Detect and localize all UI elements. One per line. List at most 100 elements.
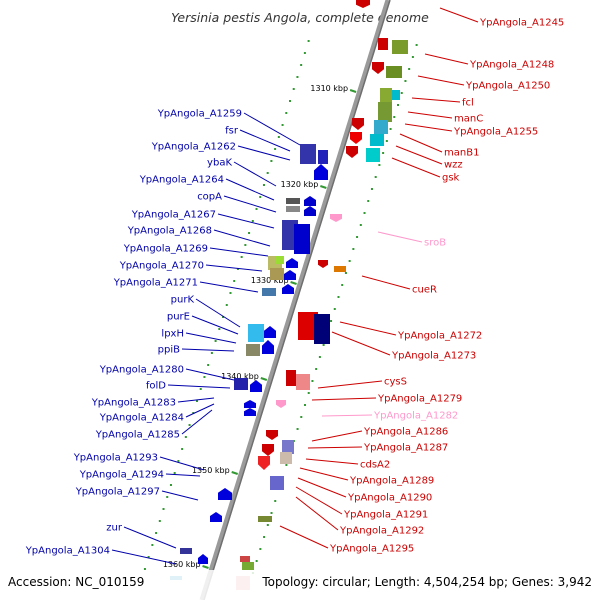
gene-label-ypangola-a1268[interactable]: YpAngola_A1268 bbox=[127, 226, 212, 237]
gene-label-ypangola-a1262[interactable]: YpAngola_A1262 bbox=[151, 142, 236, 153]
gene-arrow[interactable] bbox=[198, 554, 208, 564]
gene-label-ypangola-a1283[interactable]: YpAngola_A1283 bbox=[91, 398, 176, 409]
gene-box[interactable] bbox=[300, 144, 316, 164]
gene-label-fold[interactable]: folD bbox=[146, 381, 166, 392]
gene-label-pure[interactable]: purE bbox=[167, 312, 190, 323]
gene-arrow[interactable] bbox=[282, 284, 294, 294]
gene-arrow[interactable] bbox=[318, 260, 328, 268]
gene-box[interactable] bbox=[242, 562, 254, 570]
gene-label-ypangola-a1255[interactable]: YpAngola_A1255 bbox=[453, 127, 538, 138]
gene-label-purk[interactable]: purK bbox=[171, 295, 195, 306]
gene-label-copa[interactable]: copA bbox=[197, 192, 222, 203]
gene-box[interactable] bbox=[296, 374, 310, 390]
gene-label-ypangola-a1293[interactable]: YpAngola_A1293 bbox=[73, 453, 158, 464]
gene-box[interactable] bbox=[246, 344, 260, 356]
gene-label-ypangola-a1295[interactable]: YpAngola_A1295 bbox=[329, 544, 414, 555]
gene-box[interactable] bbox=[270, 476, 284, 490]
gene-box[interactable] bbox=[386, 66, 402, 78]
gene-box[interactable] bbox=[286, 370, 296, 386]
gene-label-ypangola-a1269[interactable]: YpAngola_A1269 bbox=[123, 244, 208, 255]
gene-arrow[interactable] bbox=[372, 62, 384, 74]
gene-label-ypangola-a1259[interactable]: YpAngola_A1259 bbox=[157, 109, 242, 120]
gene-label-zur[interactable]: zur bbox=[106, 523, 123, 534]
gene-label-ypangola-a1248[interactable]: YpAngola_A1248 bbox=[469, 60, 554, 71]
gene-arrow[interactable] bbox=[258, 456, 270, 470]
gene-box[interactable] bbox=[392, 40, 408, 54]
gene-box[interactable] bbox=[366, 148, 380, 162]
gene-box[interactable] bbox=[286, 206, 300, 212]
gene-box[interactable] bbox=[270, 268, 284, 280]
gene-box[interactable] bbox=[240, 556, 250, 562]
gene-box[interactable] bbox=[276, 256, 284, 264]
gene-arrow[interactable] bbox=[304, 196, 316, 206]
gene-box[interactable] bbox=[374, 120, 388, 134]
gene-arrow[interactable] bbox=[286, 258, 298, 268]
gene-label-ppib[interactable]: ppiB bbox=[158, 345, 180, 356]
gene-label-fsr[interactable]: fsr bbox=[225, 126, 239, 137]
gene-label-ypangola-a1267[interactable]: YpAngola_A1267 bbox=[131, 210, 216, 221]
gene-label-ypangola-a1250[interactable]: YpAngola_A1250 bbox=[465, 81, 550, 92]
gene-label-ypangola-a1286[interactable]: YpAngola_A1286 bbox=[363, 427, 448, 438]
gene-arrow[interactable] bbox=[250, 380, 262, 392]
gene-box[interactable] bbox=[180, 548, 192, 554]
gene-arrow[interactable] bbox=[262, 340, 274, 354]
gene-label-cyss[interactable]: cysS bbox=[384, 377, 407, 388]
gene-label-ypangola-a1280[interactable]: YpAngola_A1280 bbox=[99, 365, 184, 376]
gene-box[interactable] bbox=[334, 266, 346, 272]
gene-arrow[interactable] bbox=[356, 0, 370, 8]
gene-arrow[interactable] bbox=[264, 326, 276, 338]
gene-box[interactable] bbox=[370, 134, 384, 146]
gene-box[interactable] bbox=[294, 224, 310, 254]
gene-box[interactable] bbox=[286, 198, 300, 204]
gene-box[interactable] bbox=[280, 452, 292, 464]
gene-label-srob[interactable]: sroB bbox=[424, 238, 446, 249]
gene-arrow[interactable] bbox=[304, 206, 316, 216]
gene-label-ypangola-a1284[interactable]: YpAngola_A1284 bbox=[99, 413, 184, 424]
gene-box[interactable] bbox=[298, 312, 318, 340]
gene-arrow[interactable] bbox=[244, 400, 256, 408]
gene-label-cuer[interactable]: cueR bbox=[412, 285, 437, 296]
gene-label-lpxh[interactable]: lpxH bbox=[161, 329, 184, 340]
gene-label-ypangola-a1272[interactable]: YpAngola_A1272 bbox=[397, 331, 482, 342]
gene-label-ypangola-a1287[interactable]: YpAngola_A1287 bbox=[363, 443, 448, 454]
gene-arrow[interactable] bbox=[262, 444, 274, 456]
gene-label-ypangola-a1279[interactable]: YpAngola_A1279 bbox=[377, 394, 462, 405]
gene-label-gsk[interactable]: gsk bbox=[442, 173, 460, 184]
gene-arrow[interactable] bbox=[346, 146, 358, 158]
gene-label-manb1[interactable]: manB1 bbox=[444, 148, 479, 159]
gene-label-wzz[interactable]: wzz bbox=[444, 160, 463, 171]
gene-arrow[interactable] bbox=[314, 164, 328, 180]
gene-label-ypangola-a1273[interactable]: YpAngola_A1273 bbox=[391, 351, 476, 362]
gene-label-ypangola-a1291[interactable]: YpAngola_A1291 bbox=[343, 510, 428, 521]
gene-label-ypangola-a1270[interactable]: YpAngola_A1270 bbox=[119, 261, 204, 272]
gene-label-ypangola-a1289[interactable]: YpAngola_A1289 bbox=[349, 476, 434, 487]
gene-box[interactable] bbox=[392, 90, 400, 100]
gene-box[interactable] bbox=[248, 324, 264, 342]
gene-box[interactable] bbox=[378, 102, 392, 122]
gene-arrow[interactable] bbox=[330, 214, 342, 222]
gene-label-ypangola-a1304[interactable]: YpAngola_A1304 bbox=[25, 546, 110, 557]
gene-box[interactable] bbox=[378, 38, 388, 50]
gene-arrow[interactable] bbox=[350, 132, 362, 144]
gene-arrow[interactable] bbox=[276, 400, 286, 408]
gene-label-ypangola-a1282[interactable]: YpAngola_A1282 bbox=[373, 411, 458, 422]
gene-box[interactable] bbox=[282, 440, 294, 454]
gene-label-cdsa2[interactable]: cdsA2 bbox=[360, 460, 390, 471]
gene-arrow[interactable] bbox=[244, 408, 256, 416]
gene-label-ypangola-a1290[interactable]: YpAngola_A1290 bbox=[347, 493, 432, 504]
gene-label-ypangola-a1271[interactable]: YpAngola_A1271 bbox=[113, 278, 198, 289]
gene-arrow[interactable] bbox=[284, 270, 296, 280]
gene-box[interactable] bbox=[314, 314, 330, 344]
gene-label-ybak[interactable]: ybaK bbox=[207, 158, 232, 169]
gene-arrow[interactable] bbox=[218, 488, 232, 500]
gene-label-ypangola-a1292[interactable]: YpAngola_A1292 bbox=[339, 526, 424, 537]
gene-label-ypangola-a1264[interactable]: YpAngola_A1264 bbox=[139, 175, 224, 186]
gene-box[interactable] bbox=[262, 288, 276, 296]
gene-arrow[interactable] bbox=[266, 430, 278, 440]
gene-label-ypangola-a1285[interactable]: YpAngola_A1285 bbox=[95, 430, 180, 441]
gene-box[interactable] bbox=[234, 378, 248, 390]
gene-label-fcl[interactable]: fcl bbox=[462, 98, 474, 109]
gene-box[interactable] bbox=[318, 150, 328, 164]
gene-box[interactable] bbox=[258, 516, 272, 522]
gene-arrow[interactable] bbox=[210, 512, 222, 522]
